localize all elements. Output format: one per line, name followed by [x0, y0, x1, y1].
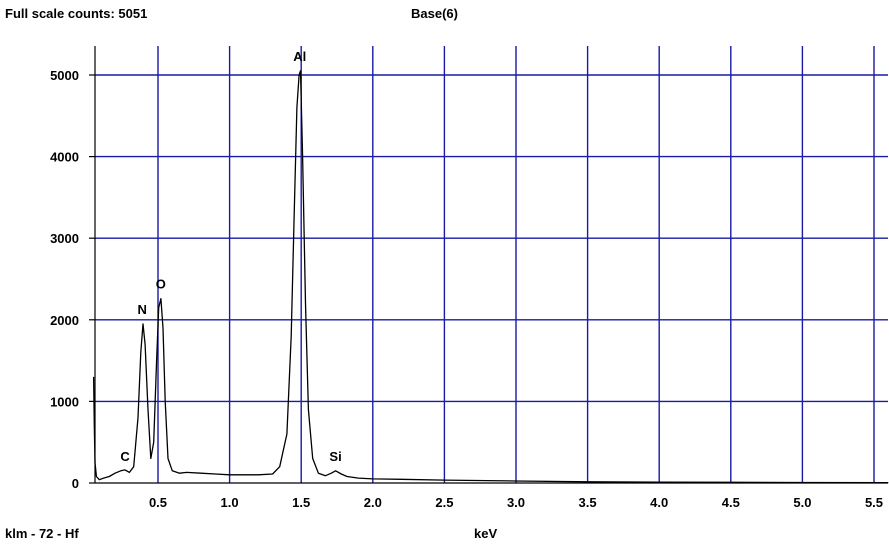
peak-label-si: Si: [329, 449, 341, 464]
y-tick-label: 2000: [50, 313, 79, 328]
spectrum-trace: [92, 70, 889, 484]
y-tick-label: 5000: [50, 68, 79, 83]
sample-label: klm - 72 - Hf: [5, 526, 79, 541]
y-tick-labels: 0 1000 2000 3000 4000 5000: [50, 68, 79, 491]
x-axis-unit: keV: [474, 526, 498, 541]
peak-label-al: Al: [293, 49, 306, 64]
peak-label-o: O: [156, 277, 166, 292]
grid: [95, 46, 888, 483]
x-tick-label: 2.5: [435, 495, 453, 510]
x-tick-label: 4.5: [722, 495, 740, 510]
y-tick-label: 3000: [50, 231, 79, 246]
x-tick-label: 2.0: [364, 495, 382, 510]
x-tick-label: 1.0: [221, 495, 239, 510]
full-scale-counts: Full scale counts: 5051: [5, 6, 148, 21]
x-tick-label: 1.5: [292, 495, 310, 510]
x-tick-labels: 0.5 1.0 1.5 2.0 2.5 3.0 3.5 4.0 4.5 5.0 5.5: [149, 495, 883, 510]
peak-labels: C NO Al Si: [120, 49, 341, 464]
y-tick-label: 4000: [50, 150, 79, 165]
x-tick-label: 3.5: [579, 495, 597, 510]
x-tick-label: 4.0: [650, 495, 668, 510]
spectrum-trace-layer: [92, 70, 889, 484]
axes: [89, 46, 888, 484]
x-tick-label: 0.5: [149, 495, 167, 510]
chart-title: Base(6): [411, 6, 458, 21]
peak-label-n: N: [138, 302, 147, 317]
x-tick-label: 3.0: [507, 495, 525, 510]
peak-label-c: C: [120, 449, 130, 464]
y-tick-label: 0: [72, 476, 79, 491]
x-tick-label: 5.5: [865, 495, 883, 510]
y-tick-label: 1000: [50, 394, 79, 409]
x-tick-label: 5.0: [793, 495, 811, 510]
